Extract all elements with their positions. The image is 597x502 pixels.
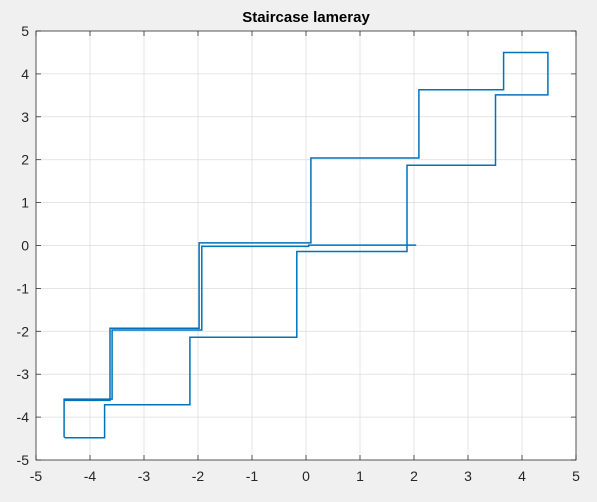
axis-ticks: -5 -4 -3 -2 -1 0 1 2 3 4 5 -5 -4 -3 -2 -1 0 1 2 3 4 5	[17, 23, 581, 484]
x-tick-label: 1	[356, 468, 364, 484]
x-tick-label: -3	[138, 468, 151, 484]
y-tick-label: -2	[17, 323, 30, 339]
y-tick-label: -3	[17, 366, 30, 382]
x-tick-label: 5	[572, 468, 580, 484]
x-tick-label: -5	[30, 468, 43, 484]
x-tick-label: 3	[464, 468, 472, 484]
y-tick-label: 5	[21, 23, 29, 39]
y-tick-label: -5	[17, 452, 30, 468]
series-line	[63, 51, 549, 439]
chart-title: Staircase lameray	[242, 9, 370, 26]
x-tick-label: 4	[518, 468, 526, 484]
y-tick-label: -1	[17, 280, 30, 296]
y-tick-label: 2	[21, 152, 29, 168]
x-tick-label: -4	[84, 468, 97, 484]
y-tick-label: 4	[21, 66, 29, 82]
x-tick-label: -1	[246, 468, 259, 484]
x-tick-label: -2	[192, 468, 205, 484]
y-tick-label: 3	[21, 109, 29, 125]
y-tick-label: 1	[21, 195, 29, 211]
x-tick-label: 2	[410, 468, 418, 484]
y-tick-label: -4	[17, 409, 30, 425]
y-tick-label: 0	[21, 238, 29, 254]
x-tick-label: 0	[302, 468, 310, 484]
